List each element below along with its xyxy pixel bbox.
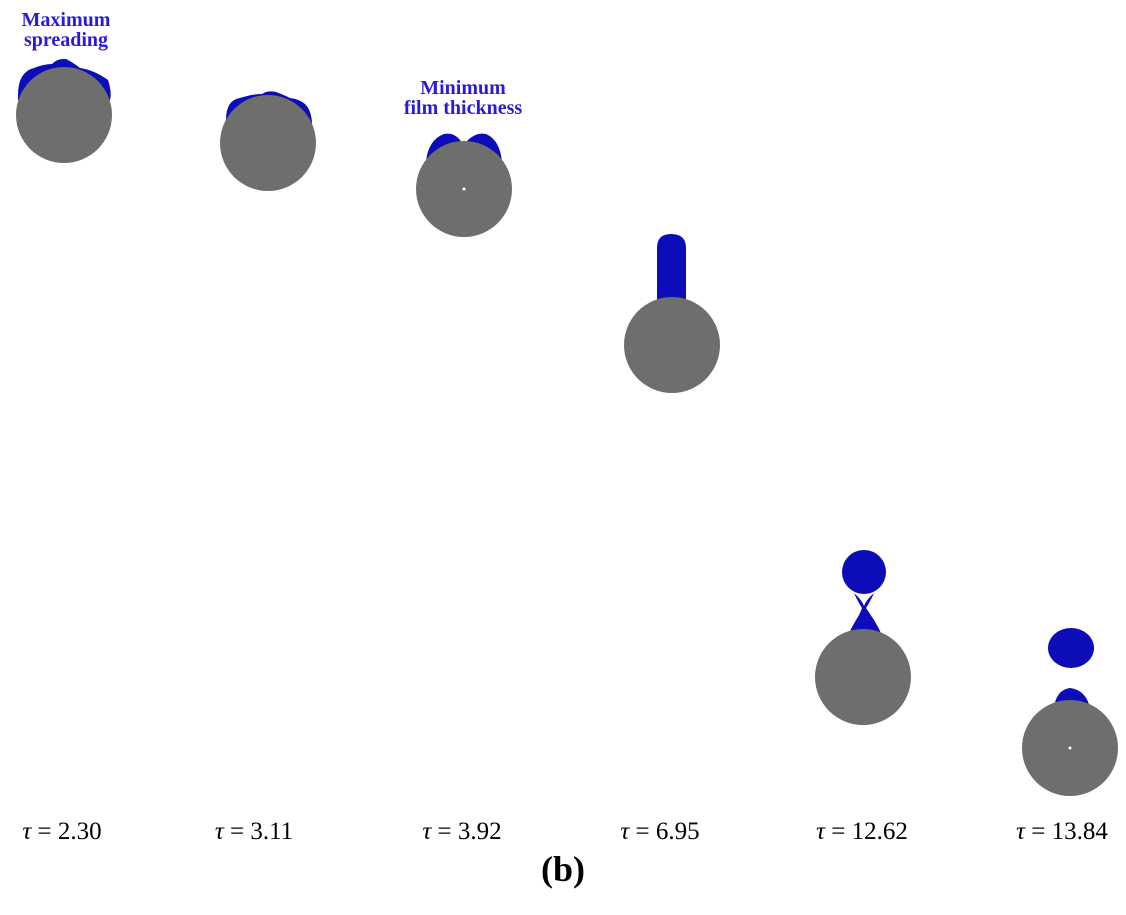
droplet-jet-4 [644,234,700,318]
time-value: = 3.11 [230,818,294,845]
tau-symbol: τ [214,818,224,845]
frame-3 [416,133,512,237]
time-label-2: τ = 3.11 [215,818,293,846]
particle-center-3 [462,187,466,191]
time-label-4: τ = 6.95 [620,818,699,846]
tau-symbol: τ [816,818,826,845]
frame-2 [220,91,316,191]
annotation-maximum-spreading: Maximum spreading [6,10,126,50]
frame-4 [624,234,720,393]
tau-symbol: τ [422,818,432,845]
time-value: = 13.84 [1031,818,1108,845]
time-value: = 6.95 [635,818,700,845]
time-label-3: τ = 3.92 [422,818,501,846]
frame-6 [1022,628,1118,796]
panel-label: (b) [541,849,585,889]
droplet-neck-5 [846,593,884,640]
droplet-detached-5 [842,550,886,594]
annotation-line: Maximum [21,9,111,31]
droplet-detached-6 [1048,628,1094,668]
time-value: = 3.92 [437,818,502,845]
annotation-line: Minimum [420,77,506,99]
annotation-line: spreading [23,29,109,51]
particle-5 [815,629,911,725]
particle-2 [220,95,316,191]
time-label-6: τ = 13.84 [1016,818,1108,846]
time-label-5: τ = 12.62 [816,818,908,846]
time-value: = 2.30 [37,818,102,845]
annotation-line: film thickness [403,97,523,119]
time-value: = 12.62 [831,818,908,845]
time-label-1: τ = 2.30 [22,818,101,846]
frame-1 [16,58,112,163]
particle-center-6 [1068,746,1072,750]
tau-symbol: τ [1016,818,1026,845]
frame-5 [815,550,911,725]
tau-symbol: τ [620,818,630,845]
particle-4 [624,297,720,393]
annotation-minimum-film-thickness: Minimum film thickness [378,78,548,118]
tau-symbol: τ [22,818,32,845]
particle-1 [16,67,112,163]
